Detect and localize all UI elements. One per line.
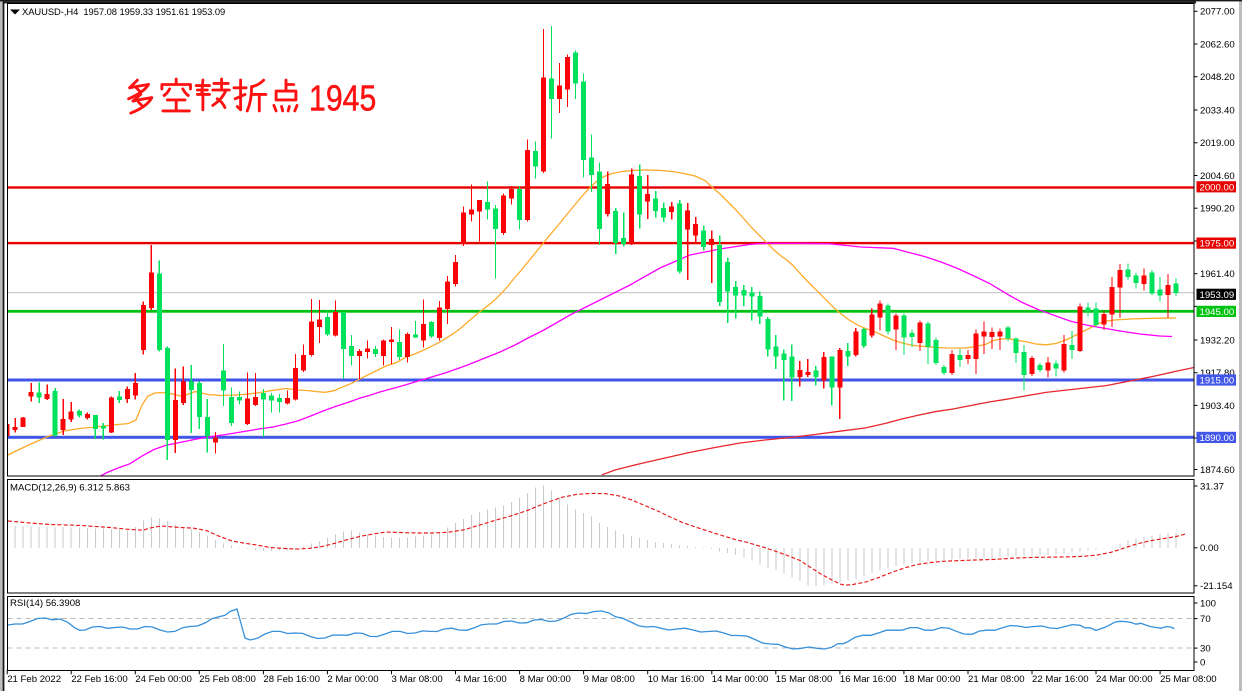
svg-text:31.37: 31.37 [1200, 481, 1224, 492]
svg-text:30: 30 [1200, 644, 1211, 655]
svg-text:25 Feb 08:00: 25 Feb 08:00 [199, 674, 256, 685]
svg-text:3 Mar 08:00: 3 Mar 08:00 [392, 674, 443, 685]
svg-text:MACD(12,26,9) 6.312 5.863: MACD(12,26,9) 6.312 5.863 [10, 483, 130, 494]
svg-text:0: 0 [1200, 657, 1205, 668]
svg-text:22 Mar 16:00: 22 Mar 16:00 [1032, 674, 1089, 685]
svg-text:21 Mar 08:00: 21 Mar 08:00 [968, 674, 1025, 685]
svg-text:15 Mar 08:00: 15 Mar 08:00 [776, 674, 833, 685]
svg-text:1915.00: 1915.00 [1200, 376, 1235, 387]
svg-text:1945.00: 1945.00 [1200, 307, 1235, 318]
svg-text:2062.60: 2062.60 [1200, 39, 1235, 50]
svg-text:XAUUSD-,H4 1957.08 1959.33 19: XAUUSD-,H4 1957.08 1959.33 1951.61 1953.… [22, 6, 225, 17]
svg-text:21 Feb 2022: 21 Feb 2022 [7, 674, 61, 685]
svg-text:16 Mar 16:00: 16 Mar 16:00 [840, 674, 897, 685]
svg-text:1932.20: 1932.20 [1200, 335, 1235, 346]
svg-text:2019.00: 2019.00 [1200, 138, 1235, 149]
svg-text:70: 70 [1200, 614, 1211, 625]
svg-text:1953.09: 1953.09 [1200, 290, 1235, 301]
svg-text:100: 100 [1200, 598, 1216, 609]
svg-text:22 Feb 16:00: 22 Feb 16:00 [71, 674, 128, 685]
svg-text:2048.20: 2048.20 [1200, 72, 1235, 83]
svg-text:1990.20: 1990.20 [1200, 204, 1235, 215]
svg-text:RSI(14) 56.3908: RSI(14) 56.3908 [10, 598, 80, 609]
svg-text:1945: 1945 [309, 79, 376, 119]
svg-text:14 Mar 00:00: 14 Mar 00:00 [712, 674, 769, 685]
svg-text:2004.60: 2004.60 [1200, 171, 1235, 182]
svg-text:2 Mar 00:00: 2 Mar 00:00 [327, 674, 378, 685]
svg-text:8 Mar 00:00: 8 Mar 00:00 [520, 674, 571, 685]
svg-text:1917.80: 1917.80 [1200, 368, 1235, 379]
svg-text:24 Feb 00:00: 24 Feb 00:00 [135, 674, 192, 685]
svg-text:24 Mar 00:00: 24 Mar 00:00 [1096, 674, 1153, 685]
svg-text:18 Mar 00:00: 18 Mar 00:00 [904, 674, 961, 685]
svg-text:2077.00: 2077.00 [1200, 7, 1235, 18]
svg-text:2000.00: 2000.00 [1200, 182, 1235, 193]
svg-text:1903.40: 1903.40 [1200, 401, 1235, 412]
svg-text:-21.154: -21.154 [1200, 581, 1233, 592]
svg-text:25 Mar 08:00: 25 Mar 08:00 [1160, 674, 1217, 685]
svg-text:0.00: 0.00 [1200, 543, 1219, 554]
svg-text:1975.00: 1975.00 [1200, 239, 1235, 250]
svg-text:1874.60: 1874.60 [1200, 465, 1235, 476]
svg-text:10 Mar 16:00: 10 Mar 16:00 [648, 674, 705, 685]
svg-text:1961.40: 1961.40 [1200, 269, 1235, 280]
svg-text:28 Feb 16:00: 28 Feb 16:00 [263, 674, 320, 685]
svg-text:1890.00: 1890.00 [1200, 433, 1235, 444]
svg-text:4 Mar 16:00: 4 Mar 16:00 [456, 674, 507, 685]
svg-text:9 Mar 08:00: 9 Mar 08:00 [584, 674, 635, 685]
svg-text:2033.40: 2033.40 [1200, 105, 1235, 116]
